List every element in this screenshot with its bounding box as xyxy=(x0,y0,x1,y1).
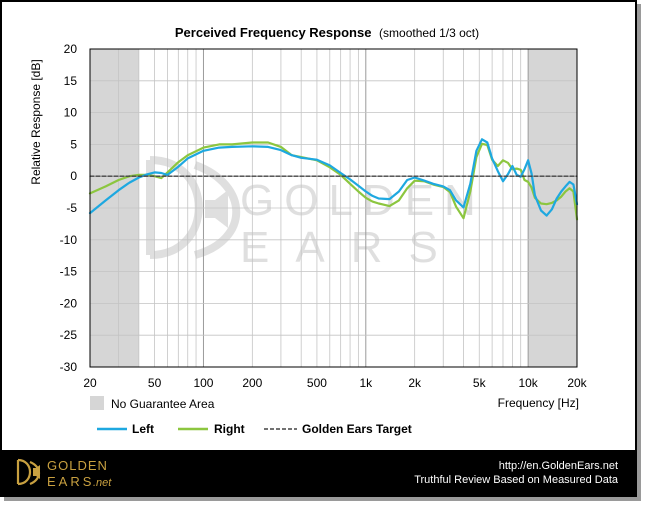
y-tick-label: -15 xyxy=(60,265,78,279)
y-tick-label: -25 xyxy=(60,328,78,342)
footer-tagline: Truthful Review Based on Measured Data xyxy=(414,474,619,486)
watermark-line1: GOLDEN xyxy=(240,176,486,225)
x-tick-label: 2k xyxy=(408,376,422,390)
data-series xyxy=(88,138,579,221)
y-tick-label: 5 xyxy=(70,137,77,151)
plot-area: GOLDEN EARS xyxy=(88,48,579,368)
x-tick-label: 1k xyxy=(359,376,373,390)
footer-url[interactable]: http://en.GoldenEars.net xyxy=(499,460,618,472)
no-guarantee-label: No Guarantee Area xyxy=(111,397,215,411)
y-tick-label: -10 xyxy=(60,233,78,247)
y-tick-label: 15 xyxy=(64,74,78,88)
series-line-right xyxy=(88,141,579,221)
legend-right-label: Right xyxy=(214,422,245,436)
footer-bar xyxy=(1,450,636,496)
no-guarantee-swatch xyxy=(90,396,104,410)
y-tick-label: -5 xyxy=(66,201,77,215)
x-tick-label: 200 xyxy=(242,376,262,390)
footer-logo-suffix: .net xyxy=(93,477,112,489)
footer-logo: GOLDEN EARS .net xyxy=(16,458,112,489)
x-tick-labels: 20 50 100 200 500 1k 2k 5k 10k 20k xyxy=(83,376,587,390)
chart-subtitle: (smoothed 1/3 oct) xyxy=(379,26,479,40)
y-tick-label: -30 xyxy=(60,360,78,374)
x-tick-label: 10k xyxy=(518,376,538,390)
legend-left-label: Left xyxy=(132,422,154,436)
y-tick-label: 0 xyxy=(70,169,77,183)
x-axis-label: Frequency [Hz] xyxy=(498,396,579,410)
watermark-speaker-icon xyxy=(205,190,228,228)
legend: Left Right Golden Ears Target xyxy=(97,422,412,436)
y-tick-label: -20 xyxy=(60,296,78,310)
plot-border xyxy=(89,48,578,368)
x-tick-label: 100 xyxy=(193,376,213,390)
footer-logo-line2: EARS xyxy=(47,474,94,489)
x-tick-label: 5k xyxy=(473,376,487,390)
footer: GOLDEN EARS .net http://en.GoldenEars.ne… xyxy=(1,450,636,496)
y-tick-labels: 20 15 10 5 0 -5 -10 -15 -20 -25 -30 xyxy=(60,42,78,374)
x-tick-label: 500 xyxy=(307,376,327,390)
chart-title: Perceived Frequency Response xyxy=(175,25,372,40)
legend-target-label: Golden Ears Target xyxy=(302,422,412,436)
footer-speaker-icon xyxy=(33,465,40,479)
y-tick-label: 20 xyxy=(64,42,78,56)
x-tick-label: 20 xyxy=(83,376,97,390)
chart-title-group: Perceived Frequency Response (smoothed 1… xyxy=(175,25,479,40)
x-tick-label: 50 xyxy=(148,376,162,390)
y-tick-label: 10 xyxy=(64,106,78,120)
footer-logo-line1: GOLDEN xyxy=(47,458,108,473)
y-axis-label: Relative Response [dB] xyxy=(29,59,43,184)
x-tick-label: 20k xyxy=(567,376,587,390)
series-line-left xyxy=(88,138,579,217)
watermark-line2: EARS xyxy=(240,223,464,272)
